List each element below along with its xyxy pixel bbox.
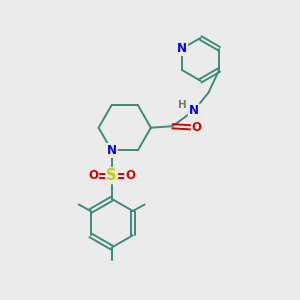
Text: O: O <box>125 169 135 182</box>
Text: O: O <box>192 121 202 134</box>
Text: H: H <box>178 100 187 110</box>
Text: S: S <box>106 168 117 183</box>
Text: N: N <box>189 104 199 117</box>
Text: O: O <box>88 169 98 182</box>
Text: N: N <box>177 42 187 55</box>
Text: N: N <box>107 144 117 157</box>
